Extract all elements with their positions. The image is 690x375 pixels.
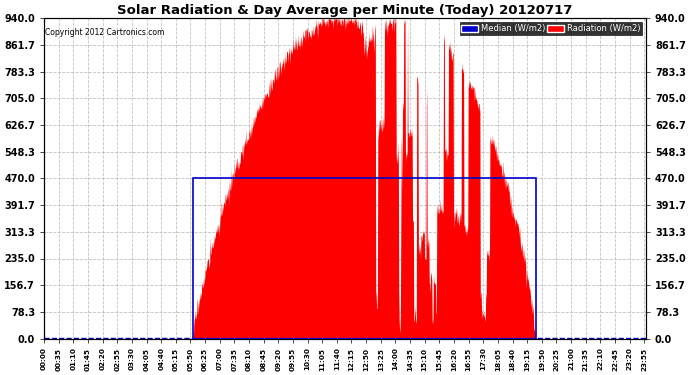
Bar <box>193 178 535 339</box>
Legend: Median (W/m2), Radiation (W/m2): Median (W/m2), Radiation (W/m2) <box>460 22 642 35</box>
Title: Solar Radiation & Day Average per Minute (Today) 20120717: Solar Radiation & Day Average per Minute… <box>117 4 573 17</box>
Text: Copyright 2012 Cartronics.com: Copyright 2012 Cartronics.com <box>46 28 165 37</box>
